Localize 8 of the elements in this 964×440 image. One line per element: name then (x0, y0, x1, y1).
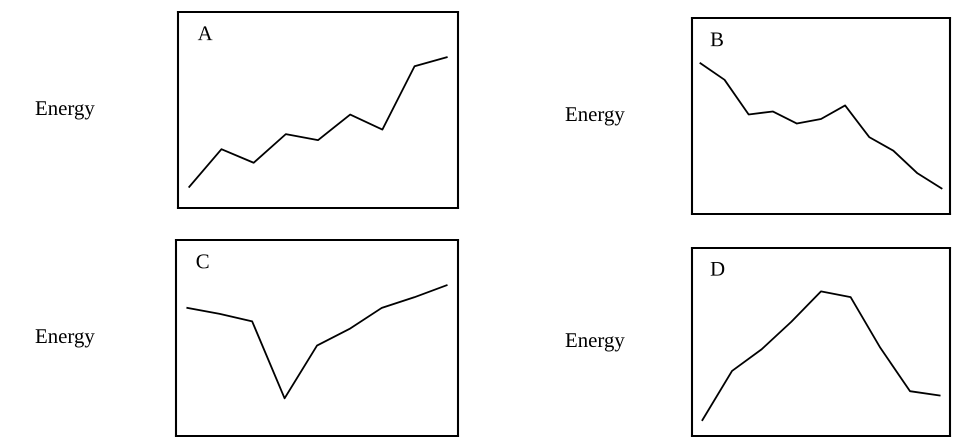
y-axis-title: Energy (36, 101, 95, 120)
chart-title: D (710, 262, 724, 276)
chart-title: A (198, 26, 212, 40)
y-axis-title: Energy (566, 107, 625, 126)
y-axis-title: Energy (566, 333, 625, 352)
chart-title: B (710, 32, 723, 46)
chart-title: C (196, 254, 208, 268)
y-axis-title: Energy (36, 329, 95, 348)
